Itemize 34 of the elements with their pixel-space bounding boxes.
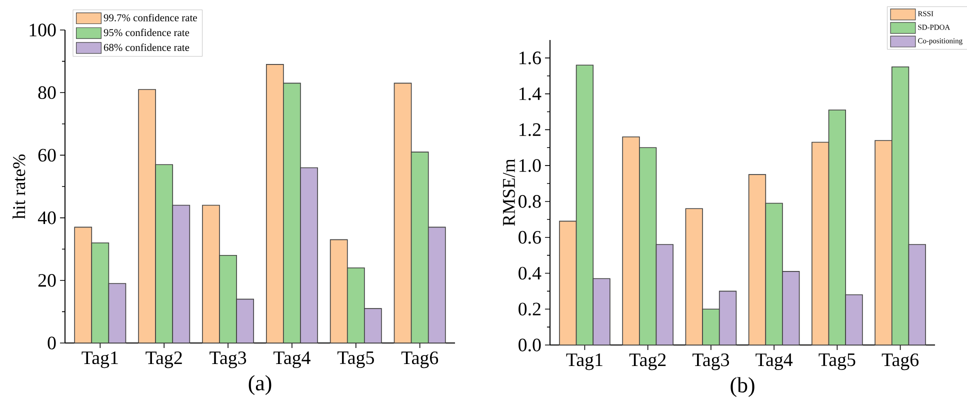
x-tick-label: Tag2 [629, 354, 666, 370]
y-tick-label: 60 [38, 148, 56, 162]
x-tick-label: Tag4 [756, 354, 793, 370]
x-tick-label: Tag6 [882, 354, 919, 370]
y-tick-label: 0.0 [518, 338, 541, 352]
y-tick-label: 100 [30, 24, 56, 36]
x-tick-label: Tag5 [337, 352, 374, 368]
legend-label: 68% confidence rate [104, 44, 190, 52]
y-tick-label: 1.2 [520, 123, 540, 136]
x-tick-label: Tag3 [210, 352, 246, 368]
x-tick-label: Tag5 [818, 354, 856, 370]
text: (b) [730, 377, 754, 397]
x-tick-label: Tag2 [146, 352, 182, 368]
y-tick-label: 0.8 [518, 195, 541, 208]
y-tick-label: 0.2 [518, 302, 540, 316]
y-axis-title: hit rate% [12, 154, 26, 219]
y-tick-label: 80 [38, 86, 56, 99]
x-tick-label: Tag1 [82, 352, 118, 368]
x-tick-label: Tag6 [401, 352, 438, 368]
text: (a) [248, 375, 272, 395]
y-tick-label: 20 [38, 274, 56, 287]
legend-label: 95% confidence rate [104, 28, 190, 36]
y-tick-label: 1.4 [520, 87, 542, 100]
x-tick-label: Tag3 [692, 354, 730, 370]
y-tick-label: 40 [38, 211, 56, 224]
y-tick-label: 0 [48, 336, 56, 350]
y-axis-title: RMSE/m [502, 158, 515, 226]
y-tick-label: 0.6 [518, 230, 541, 244]
y-tick-label: 1.6 [520, 52, 541, 64]
legend-label: 99.7% confidence rate [104, 14, 197, 22]
x-tick-label: Tag4 [274, 352, 310, 368]
y-tick-label: 1.0 [520, 159, 541, 172]
y-tick-label: 0.4 [518, 266, 542, 280]
x-tick-label: Tag1 [566, 354, 602, 370]
